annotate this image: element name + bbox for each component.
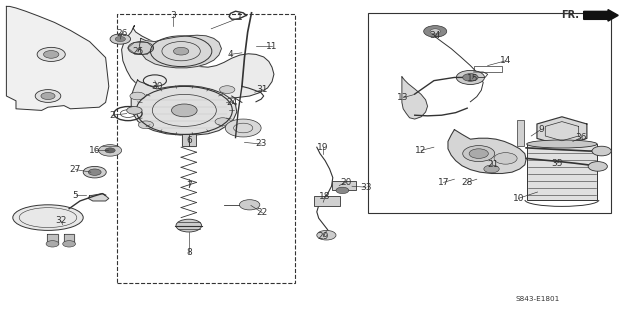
Circle shape [592,146,611,156]
Text: 2: 2 [109,111,115,120]
Text: 9: 9 [538,125,543,134]
Text: 3: 3 [170,12,175,20]
Text: 5: 5 [73,191,78,200]
Circle shape [463,146,495,162]
Text: 1: 1 [237,13,243,22]
Text: 15: 15 [467,74,478,83]
Circle shape [463,74,478,81]
Polygon shape [88,194,109,201]
Text: 16: 16 [89,146,100,155]
Circle shape [484,165,499,173]
Circle shape [46,241,59,247]
Polygon shape [47,234,58,244]
Circle shape [63,241,76,247]
Circle shape [225,119,261,137]
Circle shape [128,42,154,54]
Text: 27: 27 [70,165,81,174]
Circle shape [456,70,484,84]
Circle shape [494,153,517,164]
Circle shape [138,121,154,129]
Text: 23: 23 [255,140,267,148]
Circle shape [127,107,142,114]
Polygon shape [122,26,274,99]
Bar [527,144,597,200]
Text: 31: 31 [257,85,268,94]
Ellipse shape [527,140,597,148]
Text: 10: 10 [513,194,524,203]
Polygon shape [402,77,428,119]
Text: 34: 34 [429,31,441,40]
Circle shape [35,90,61,102]
Text: 18: 18 [319,192,331,201]
Circle shape [317,230,336,240]
Bar [314,196,340,206]
Text: 12: 12 [415,146,427,155]
Text: 19: 19 [317,143,329,152]
Text: 20: 20 [340,178,351,187]
Circle shape [336,187,349,194]
Text: 13: 13 [397,93,409,102]
Text: 30: 30 [151,82,163,91]
Circle shape [99,145,122,156]
Text: 36: 36 [575,133,587,142]
Circle shape [239,200,260,210]
Circle shape [37,47,65,61]
Text: 22: 22 [257,208,268,217]
Text: 17: 17 [438,178,449,187]
Bar [368,13,611,213]
Text: 25: 25 [132,47,143,56]
Circle shape [176,219,202,232]
Polygon shape [537,117,587,146]
Circle shape [130,92,145,100]
Circle shape [173,47,189,55]
Circle shape [469,149,488,158]
Text: 35: 35 [551,159,563,168]
Circle shape [88,169,101,175]
Ellipse shape [13,205,83,230]
Text: 29: 29 [317,232,329,241]
Text: 24: 24 [226,98,237,107]
Circle shape [215,118,230,125]
Polygon shape [6,6,109,110]
Bar [117,14,295,283]
Text: 4: 4 [228,50,233,59]
Bar [474,66,502,72]
Text: 32: 32 [55,216,67,225]
Text: 33: 33 [360,183,372,192]
Bar [517,120,524,146]
Circle shape [430,29,440,34]
Text: 14: 14 [500,56,511,65]
Circle shape [424,26,447,37]
Circle shape [105,148,115,153]
Bar [182,134,196,146]
Polygon shape [131,80,237,135]
Circle shape [41,92,55,100]
Circle shape [110,34,131,44]
Text: 28: 28 [461,178,473,187]
Circle shape [220,86,235,93]
Text: 21: 21 [487,160,499,169]
Text: 7: 7 [186,181,191,190]
Polygon shape [140,35,221,68]
Text: 11: 11 [266,42,278,51]
FancyArrow shape [584,10,618,21]
Text: 26: 26 [116,29,127,38]
Text: 8: 8 [186,248,191,257]
Circle shape [115,36,125,42]
Text: FR.: FR. [561,10,579,20]
Text: 6: 6 [186,136,191,145]
Polygon shape [64,234,74,244]
Polygon shape [448,130,526,173]
Bar [332,181,356,190]
Text: S843-E1801: S843-E1801 [515,296,560,302]
Circle shape [83,166,106,178]
Circle shape [172,104,197,117]
Circle shape [588,162,607,171]
Circle shape [44,51,59,58]
